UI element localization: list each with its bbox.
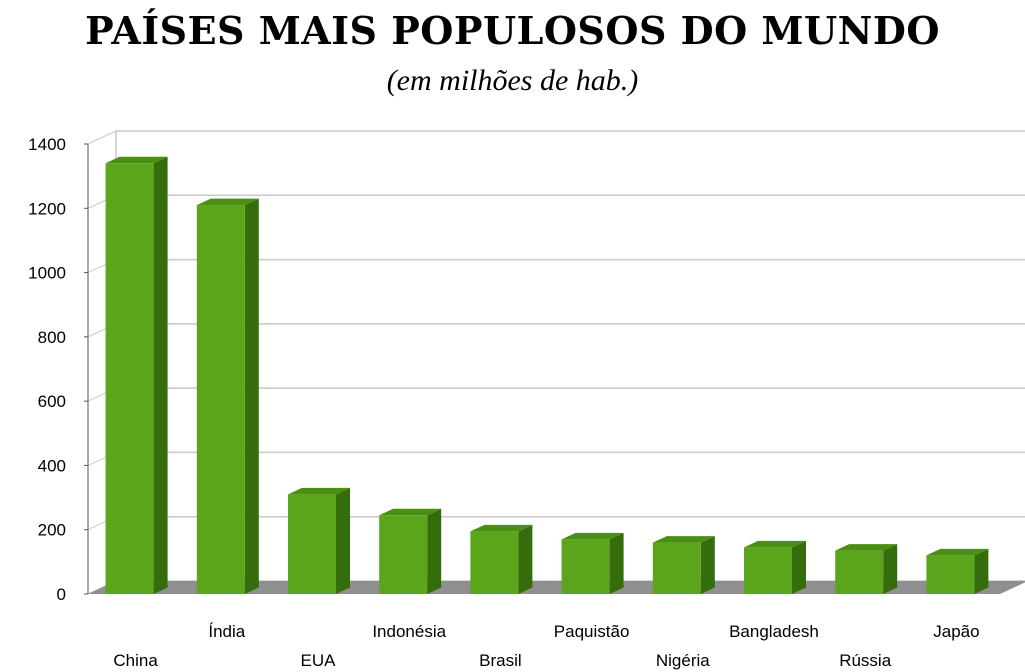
bar-top xyxy=(105,156,168,164)
bar-front xyxy=(105,163,154,595)
bar-front xyxy=(196,205,245,595)
bar-top xyxy=(835,544,898,551)
bar-front xyxy=(926,555,975,594)
y-tick-label: 1000 xyxy=(28,264,66,283)
bar xyxy=(744,540,806,594)
y-tick-label: 200 xyxy=(38,521,66,540)
x-tick-label: Rússia xyxy=(839,651,892,670)
bar xyxy=(926,548,989,594)
x-tick-label: Indonésia xyxy=(372,622,446,641)
bar xyxy=(379,508,442,594)
bar-front xyxy=(288,494,336,594)
y-tick-label: 1200 xyxy=(28,199,66,218)
bar-top xyxy=(926,548,989,556)
bar xyxy=(835,544,898,594)
bar-front xyxy=(470,531,519,594)
x-tick-label: Índia xyxy=(208,622,245,641)
bar-front xyxy=(379,515,428,594)
bar-side xyxy=(244,198,259,595)
bar-top xyxy=(652,536,715,543)
bar-top xyxy=(470,524,533,532)
bar-top xyxy=(561,532,624,540)
y-tick-label: 800 xyxy=(38,328,66,347)
bar-side xyxy=(609,532,624,594)
bar-side xyxy=(974,548,989,594)
bar xyxy=(652,536,715,594)
bar xyxy=(105,156,168,595)
y-tick-label: 400 xyxy=(38,456,66,475)
bar-front xyxy=(744,547,792,594)
x-tick-label: Paquistão xyxy=(554,622,630,641)
bar-top xyxy=(379,508,442,516)
chart-title: PAÍSES MAIS POPULOSOS DO MUNDO xyxy=(85,8,940,53)
bar-side xyxy=(336,487,350,594)
x-tick-label: Japão xyxy=(933,622,979,641)
x-tick-label: Nigéria xyxy=(656,651,710,670)
gridline-depth xyxy=(87,130,117,145)
bar-side xyxy=(427,508,442,594)
bar-top xyxy=(288,487,350,495)
bar-side xyxy=(792,540,806,594)
bar xyxy=(561,532,624,594)
bar-top xyxy=(744,540,806,548)
x-tick-label: China xyxy=(113,651,158,670)
bar-side xyxy=(153,156,168,595)
bar-top xyxy=(196,198,259,206)
bars xyxy=(105,156,989,595)
bar-side xyxy=(883,544,898,594)
x-tick-label: Bangladesh xyxy=(729,622,819,641)
bar-front xyxy=(835,550,884,594)
chart-subtitle: (em milhões de hab.) xyxy=(386,64,639,97)
x-tick-label: Brasil xyxy=(479,651,522,670)
bar-front xyxy=(652,542,701,594)
bar-side xyxy=(700,536,715,594)
bar xyxy=(288,487,350,594)
y-tick-label: 1400 xyxy=(28,135,66,154)
bar xyxy=(196,198,259,595)
bar-front xyxy=(561,539,610,594)
x-tick-label: EUA xyxy=(301,651,337,670)
bar xyxy=(470,524,533,594)
y-tick-label: 600 xyxy=(38,392,66,411)
y-tick-label: 0 xyxy=(57,585,66,604)
bar-side xyxy=(518,524,533,594)
